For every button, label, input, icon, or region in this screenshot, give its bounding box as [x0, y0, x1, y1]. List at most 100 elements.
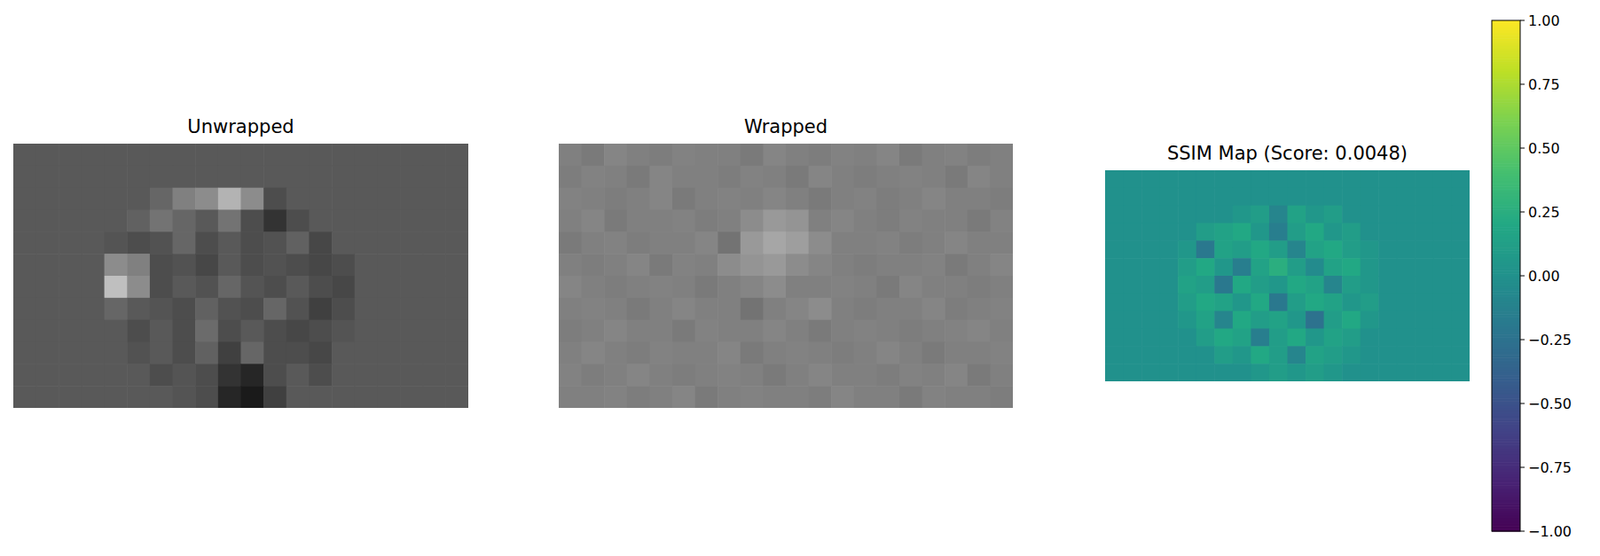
cell	[400, 298, 424, 321]
cell	[1177, 223, 1197, 242]
cell	[286, 298, 310, 321]
cell	[1433, 329, 1452, 347]
cell	[104, 165, 128, 189]
cell	[445, 342, 469, 365]
cell	[1396, 329, 1416, 347]
cell	[1305, 275, 1325, 294]
cell	[331, 385, 355, 408]
cell	[241, 363, 265, 386]
title: Wrapped	[744, 116, 828, 138]
cell	[1396, 293, 1416, 312]
cell	[308, 320, 332, 343]
cell	[695, 231, 719, 254]
cell	[1360, 240, 1380, 259]
cell	[649, 253, 673, 276]
cell	[286, 363, 310, 386]
cell	[785, 231, 809, 254]
cell	[172, 275, 197, 299]
cell	[1341, 363, 1361, 382]
cell	[400, 165, 424, 189]
cell	[558, 275, 582, 299]
cell	[36, 275, 60, 299]
cell	[854, 275, 878, 299]
cell	[1105, 223, 1124, 242]
cell	[445, 143, 469, 166]
cell	[695, 320, 719, 343]
cell	[808, 143, 832, 166]
cell	[581, 231, 605, 254]
cell	[81, 253, 105, 276]
cell	[36, 298, 60, 321]
cell	[558, 165, 582, 189]
cell	[695, 210, 719, 233]
cell	[1433, 275, 1452, 294]
cell	[717, 298, 741, 321]
cell	[1414, 293, 1434, 312]
cell	[241, 298, 265, 321]
colorbar-tick	[1520, 211, 1525, 213]
cell	[603, 342, 628, 365]
cell	[149, 342, 173, 365]
cell	[831, 363, 855, 386]
cell	[263, 143, 287, 166]
cell	[1396, 223, 1416, 242]
cell	[581, 253, 605, 276]
cell	[1360, 275, 1380, 294]
cell	[1141, 275, 1161, 294]
cell	[376, 275, 400, 299]
cell	[1324, 223, 1343, 242]
cell	[81, 188, 105, 211]
cell	[740, 275, 764, 299]
cell	[445, 188, 469, 211]
cell	[899, 298, 923, 321]
cell	[1378, 240, 1397, 259]
cell	[876, 143, 900, 166]
cell	[149, 188, 173, 211]
cell	[854, 342, 878, 365]
cell	[126, 143, 150, 166]
cell	[1196, 329, 1216, 347]
cell	[831, 253, 855, 276]
cell	[58, 275, 82, 299]
cell	[672, 188, 696, 211]
cell	[876, 298, 900, 321]
cell	[286, 210, 310, 233]
cell	[1305, 363, 1325, 382]
cell	[1250, 188, 1270, 206]
cell	[558, 143, 582, 166]
cell	[1360, 345, 1380, 364]
cell	[1123, 275, 1143, 294]
cell	[58, 342, 82, 365]
cell	[1105, 329, 1124, 347]
cell	[195, 165, 219, 189]
cell	[354, 298, 378, 321]
cell	[831, 385, 855, 408]
cell	[922, 342, 946, 365]
cell	[876, 320, 900, 343]
cell	[967, 385, 991, 408]
cell	[581, 188, 605, 211]
cell	[1123, 329, 1143, 347]
cell	[785, 385, 809, 408]
cell	[989, 210, 1013, 233]
cell	[989, 165, 1013, 189]
cell	[1341, 170, 1361, 189]
cell	[1305, 188, 1325, 206]
cell	[627, 231, 651, 254]
cell	[1269, 363, 1288, 382]
cell	[1324, 258, 1343, 276]
cell	[241, 165, 265, 189]
cell	[649, 188, 673, 211]
cell	[1396, 345, 1416, 364]
cell	[263, 231, 287, 254]
cell	[36, 210, 60, 233]
cell	[195, 298, 219, 321]
cell	[1214, 275, 1233, 294]
cell	[172, 210, 197, 233]
cell	[876, 188, 900, 211]
cell	[1360, 329, 1380, 347]
cell	[1378, 188, 1397, 206]
cell	[1232, 363, 1252, 382]
cell	[400, 188, 424, 211]
cell	[899, 210, 923, 233]
